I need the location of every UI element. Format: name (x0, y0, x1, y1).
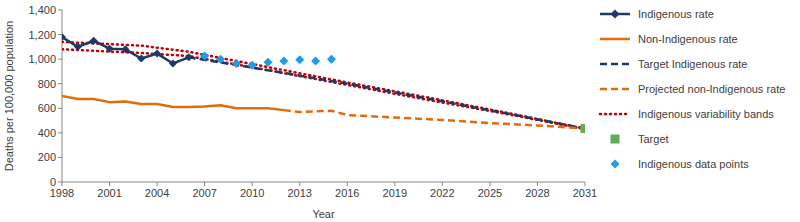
x-axis-label: Year (312, 208, 335, 220)
x-tick-label: 1998 (50, 187, 74, 199)
x-tick (252, 182, 253, 186)
x-tick-label: 2016 (335, 187, 359, 199)
series-line-lower (62, 49, 585, 129)
point (137, 55, 145, 63)
point (200, 52, 209, 61)
y-tick-label: 400 (38, 127, 56, 139)
point (264, 58, 273, 67)
y-tick-label: 1,400 (28, 4, 56, 16)
series-line (189, 57, 585, 128)
point (62, 33, 66, 41)
x-tick (62, 182, 63, 186)
x-tick (489, 182, 490, 186)
legend-label: Indigenous variability bands (638, 108, 774, 120)
legend-label: Non-Indigenous rate (638, 33, 738, 45)
y-tick (58, 132, 62, 133)
legend-label: Target (638, 133, 669, 145)
legend-label: Projected non-Indigenous rate (638, 83, 785, 95)
point (106, 45, 114, 53)
legend-item: Indigenous rate (600, 8, 714, 20)
legend-item: Non-Indigenous rate (600, 33, 738, 45)
point (295, 55, 304, 64)
x-tick (157, 182, 158, 186)
legend-marker (611, 160, 620, 169)
point (327, 55, 336, 64)
legend-line (600, 63, 630, 66)
series-line (62, 96, 284, 110)
x-tick-label: 2010 (240, 187, 264, 199)
y-tick (58, 10, 62, 11)
legend-item: Indigenous data points (611, 158, 750, 170)
legend-marker (611, 135, 620, 144)
x-tick-label: 2025 (478, 187, 502, 199)
series (581, 124, 586, 133)
x-tick (394, 182, 395, 186)
point (74, 43, 82, 51)
chart: 02004006008001,0001,2001,400199820012004… (0, 0, 800, 222)
point (185, 53, 193, 61)
legend: Indigenous rate Non-Indigenous rate Target… (600, 8, 785, 170)
x-tick (442, 182, 443, 186)
series (62, 33, 193, 67)
y-tick (58, 83, 62, 84)
x-tick (299, 182, 300, 186)
legend-line (600, 88, 630, 91)
y-tick (58, 182, 62, 183)
y-tick-label: 600 (38, 102, 56, 114)
y-tick (58, 59, 62, 60)
series-line (284, 110, 585, 128)
point (232, 59, 241, 68)
series (189, 57, 585, 128)
legend-line (600, 38, 630, 41)
plot-area (62, 33, 585, 133)
legend-label: Target Indigenous rate (638, 58, 747, 70)
legend-item: Target Indigenous rate (600, 58, 747, 70)
legend-item: Indigenous variability bands (600, 108, 774, 120)
point (90, 37, 98, 45)
point (216, 55, 225, 64)
y-tick-label: 800 (38, 78, 56, 90)
y-axis-label: Deaths per 100,000 population (3, 21, 15, 171)
series (284, 110, 585, 128)
point (169, 59, 177, 67)
x-tick (347, 182, 348, 186)
x-axis (62, 182, 585, 183)
x-tick-label: 2013 (287, 187, 311, 199)
legend-label: Indigenous rate (638, 8, 714, 20)
point (311, 56, 320, 65)
y-tick (58, 108, 62, 109)
point (153, 50, 161, 58)
legend-line (600, 113, 630, 116)
point (121, 45, 129, 53)
legend-item: Target (611, 133, 669, 145)
x-tick-label: 2004 (145, 187, 169, 199)
x-tick (204, 182, 205, 186)
point (581, 124, 586, 133)
legend-marker (611, 10, 620, 19)
point (279, 56, 288, 65)
y-tick-label: 1,000 (28, 53, 56, 65)
series-line (62, 42, 585, 129)
y-tick (58, 34, 62, 35)
series (62, 96, 284, 110)
legend-item: Projected non-Indigenous rate (600, 83, 785, 95)
x-tick-label: 2028 (525, 187, 549, 199)
x-tick-label: 2007 (192, 187, 216, 199)
x-tick (585, 182, 586, 186)
series (200, 52, 336, 70)
x-tick-label: 2001 (97, 187, 121, 199)
x-tick (109, 182, 110, 186)
y-tick (58, 157, 62, 158)
x-tick-label: 2022 (430, 187, 454, 199)
legend-label: Indigenous data points (638, 158, 749, 170)
x-tick-label: 2031 (573, 187, 597, 199)
series-line (62, 37, 189, 63)
x-tick-label: 2019 (383, 187, 407, 199)
y-tick-label: 1,200 (28, 29, 56, 41)
series (62, 42, 585, 129)
x-tick (537, 182, 538, 186)
point (248, 61, 257, 70)
y-tick-label: 200 (38, 151, 56, 163)
